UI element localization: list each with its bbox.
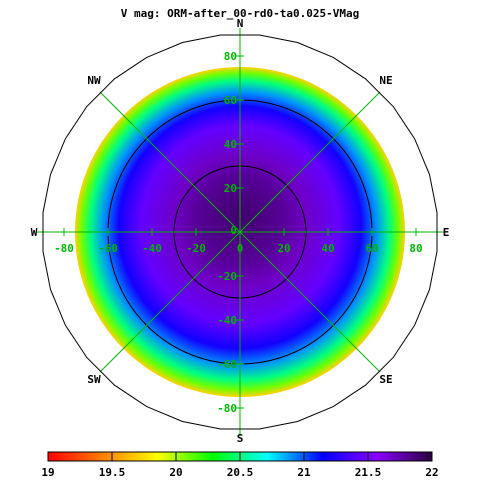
y-tick-label: 40 (224, 138, 237, 151)
x-tick-label: 20 (277, 242, 290, 255)
y-tick-label: 60 (224, 94, 237, 107)
y-tick-label: -40 (217, 314, 237, 327)
x-tick-label: -40 (142, 242, 162, 255)
direction-sw: SW (87, 373, 101, 386)
x-tick-label: 40 (321, 242, 334, 255)
colorbar-tick-label: 20 (169, 466, 182, 479)
y-tick-label: -60 (217, 358, 237, 371)
y-tick-label: -20 (217, 270, 237, 283)
x-tick-label: -20 (186, 242, 206, 255)
y-tick-label: -80 (217, 402, 237, 415)
grid-ray-5 (99, 231, 241, 373)
y-tick-label: 20 (224, 182, 237, 195)
direction-nw: NW (87, 74, 101, 87)
x-tick-label: -80 (54, 242, 74, 255)
colorbar-tick-label: 19.5 (99, 466, 126, 479)
direction-n: N (237, 17, 244, 30)
colorbar-tick-label: 20.5 (227, 466, 254, 479)
y-tick-label: 0 (230, 224, 237, 237)
x-tick-label: 80 (409, 242, 422, 255)
colorbar-tick-label: 21.5 (355, 466, 382, 479)
grid-ray-7 (239, 231, 381, 373)
axis-tick-labels: -80 -60 -40 -20 0 20 40 60 80 80 60 40 20 -20 -40 -60 -8… (54, 50, 423, 415)
direction-se: SE (379, 373, 392, 386)
direction-s: S (237, 432, 244, 445)
x-tick-label: -60 (98, 242, 118, 255)
colorbar: 19 19.5 20 20.5 21 21.5 22 (41, 451, 439, 479)
y-tick-label: 80 (224, 50, 237, 63)
direction-w: W (31, 226, 38, 239)
horizon-polygon (42, 34, 438, 430)
grid-ray-3 (99, 91, 241, 233)
grid-lines (36, 28, 444, 436)
colorbar-tick-label: 19 (41, 466, 54, 479)
colorbar-tick-label: 22 (425, 466, 438, 479)
grid-ray-1 (239, 91, 381, 233)
direction-e: E (443, 226, 450, 239)
x-tick-label: 0 (237, 242, 244, 255)
chart-title: V mag: ORM-after_00-rd0-ta0.025-VMag (121, 7, 359, 20)
colorbar-tick-label: 21 (297, 466, 311, 479)
horizon-outline (42, 34, 438, 430)
x-tick-label: 60 (365, 242, 378, 255)
direction-ne: NE (379, 74, 392, 87)
